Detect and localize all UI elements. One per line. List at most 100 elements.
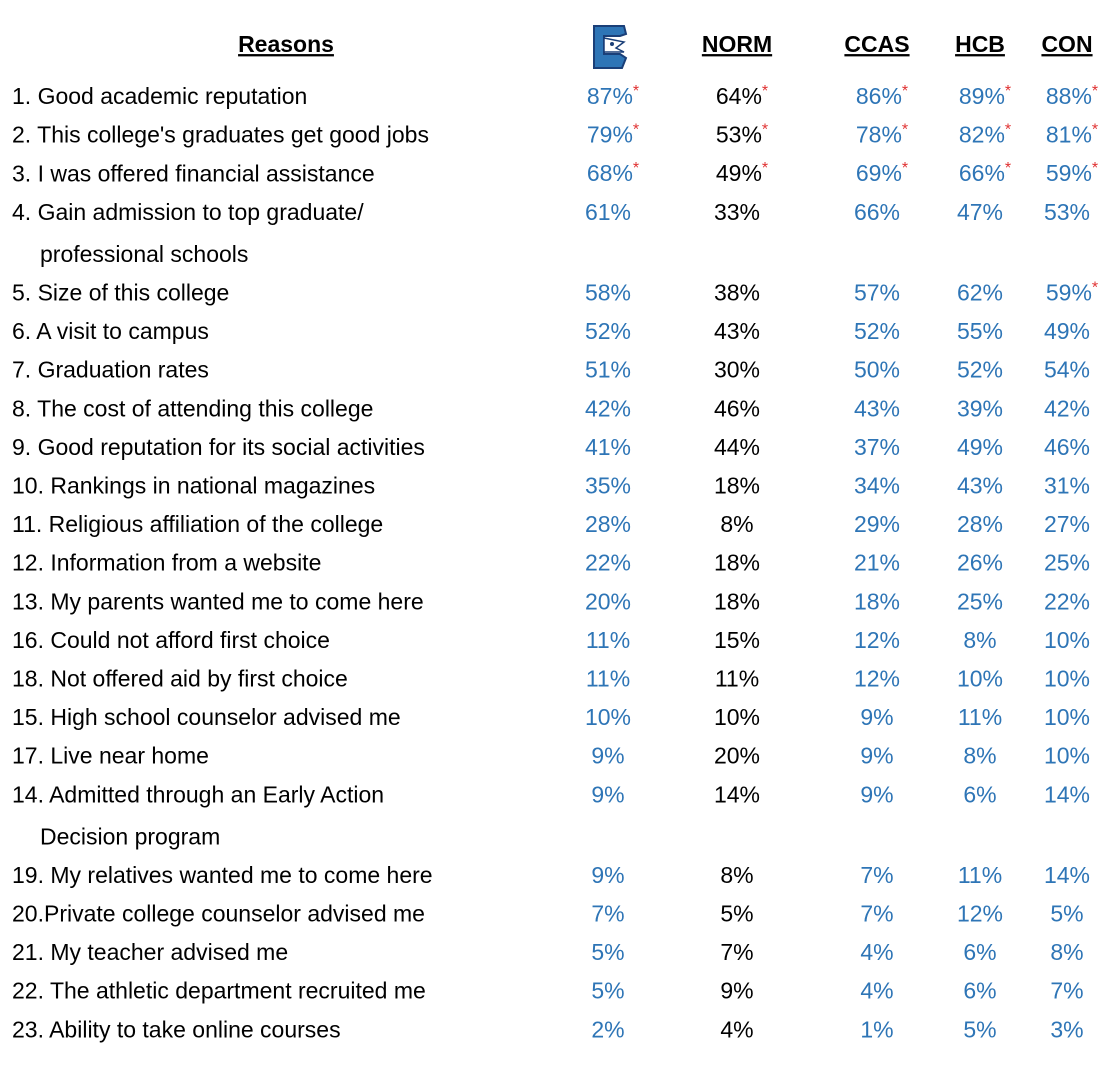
cell-note: * [1092,160,1098,177]
cell: 8% [720,862,753,888]
cell: 22% [1044,588,1090,614]
cell: 14% [714,781,760,807]
cell-value: 88% [1046,83,1092,109]
cell-value: 89% [959,83,1005,109]
cell: 42% [585,395,631,421]
cell: 28% [957,511,1003,537]
cell: 25% [957,588,1003,614]
reason-text: 8. The cost of attending this college [12,395,373,421]
cell-value: 49% [716,160,762,186]
cell: 9% [860,743,893,769]
cell: 30% [714,357,760,383]
cell: 10% [714,704,760,730]
cell: 46% [714,395,760,421]
cell: 89%* [959,83,1011,109]
cell-value: 81% [1046,122,1092,148]
column-header: CON [1041,31,1092,57]
cell: 5% [963,1016,996,1042]
reason-text: 16. Could not afford first choice [12,627,330,653]
cell-note: * [762,160,768,177]
cell: 9% [860,704,893,730]
cell-value: 87% [587,83,633,109]
cell: 5% [720,900,753,926]
cell: 5% [591,939,624,965]
cell: 62% [957,279,1003,305]
column-header: CCAS [844,31,909,57]
cell: 57% [854,279,900,305]
cell-note: * [902,160,908,177]
logo [593,25,628,69]
cell: 33% [714,199,760,225]
cell-note: * [762,122,768,139]
cell: 38% [714,279,760,305]
cell-note: * [1092,280,1098,297]
cell: 10% [1044,704,1090,730]
cell: 7% [720,939,753,965]
cell-value: 78% [856,122,902,148]
reason-text: 13. My parents wanted me to come here [12,588,424,614]
reason-text: 5. Size of this college [12,279,229,305]
column-header: HCB [955,31,1005,57]
cell-note: * [762,83,768,100]
reason-text: professional schools [40,241,248,267]
cell-note: * [1005,160,1011,177]
cell-value: 69% [856,160,902,186]
cell: 18% [854,588,900,614]
cell: 9% [591,743,624,769]
cell: 43% [957,472,1003,498]
cell: 42% [1044,395,1090,421]
cell: 5% [1050,900,1083,926]
cell: 54% [1044,357,1090,383]
cell: 43% [854,395,900,421]
reason-text: 12. Information from a website [12,550,321,576]
cell: 44% [714,434,760,460]
cell: 28% [585,511,631,537]
cell: 10% [585,704,631,730]
cell: 20% [585,588,631,614]
reason-text: 14. Admitted through an Early Action [12,781,384,807]
reason-text: 19. My relatives wanted me to come here [12,862,433,888]
cell: 4% [860,939,893,965]
cell: 35% [585,472,631,498]
cell: 10% [1044,627,1090,653]
cell: 4% [720,1016,753,1042]
cell: 52% [957,357,1003,383]
cell: 9% [591,781,624,807]
cell: 11% [958,704,1002,730]
cell-note: * [633,83,639,100]
cell: 52% [585,318,631,344]
cell: 34% [854,472,900,498]
cell: 49% [1044,318,1090,344]
cell: 79%* [587,122,639,148]
cell: 18% [714,472,760,498]
cell: 11% [586,665,630,691]
cell: 31% [1044,472,1090,498]
reason-text: 9. Good reputation for its social activi… [12,434,425,460]
cell: 29% [854,511,900,537]
cell: 51% [585,357,631,383]
column-header: NORM [702,31,772,57]
cell-note: * [1005,122,1011,139]
reason-text: Decision program [40,823,220,849]
cell: 18% [714,588,760,614]
cell: 26% [957,550,1003,576]
cell: 9% [860,781,893,807]
cell: 81%* [1046,122,1098,148]
cell: 9% [720,978,753,1004]
cell-value: 82% [959,122,1005,148]
cell: 11% [586,627,630,653]
cell-value: 79% [587,122,633,148]
cell: 49% [957,434,1003,460]
cell: 52% [854,318,900,344]
cell: 50% [854,357,900,383]
reason-text: 11. Religious affiliation of the college [12,511,383,537]
cell: 6% [963,978,996,1004]
cell: 5% [591,978,624,1004]
cell: 12% [854,627,900,653]
cell: 14% [1044,862,1090,888]
cell-note: * [902,122,908,139]
reason-text: 4. Gain admission to top graduate/ [12,199,364,225]
cell: 6% [963,781,996,807]
